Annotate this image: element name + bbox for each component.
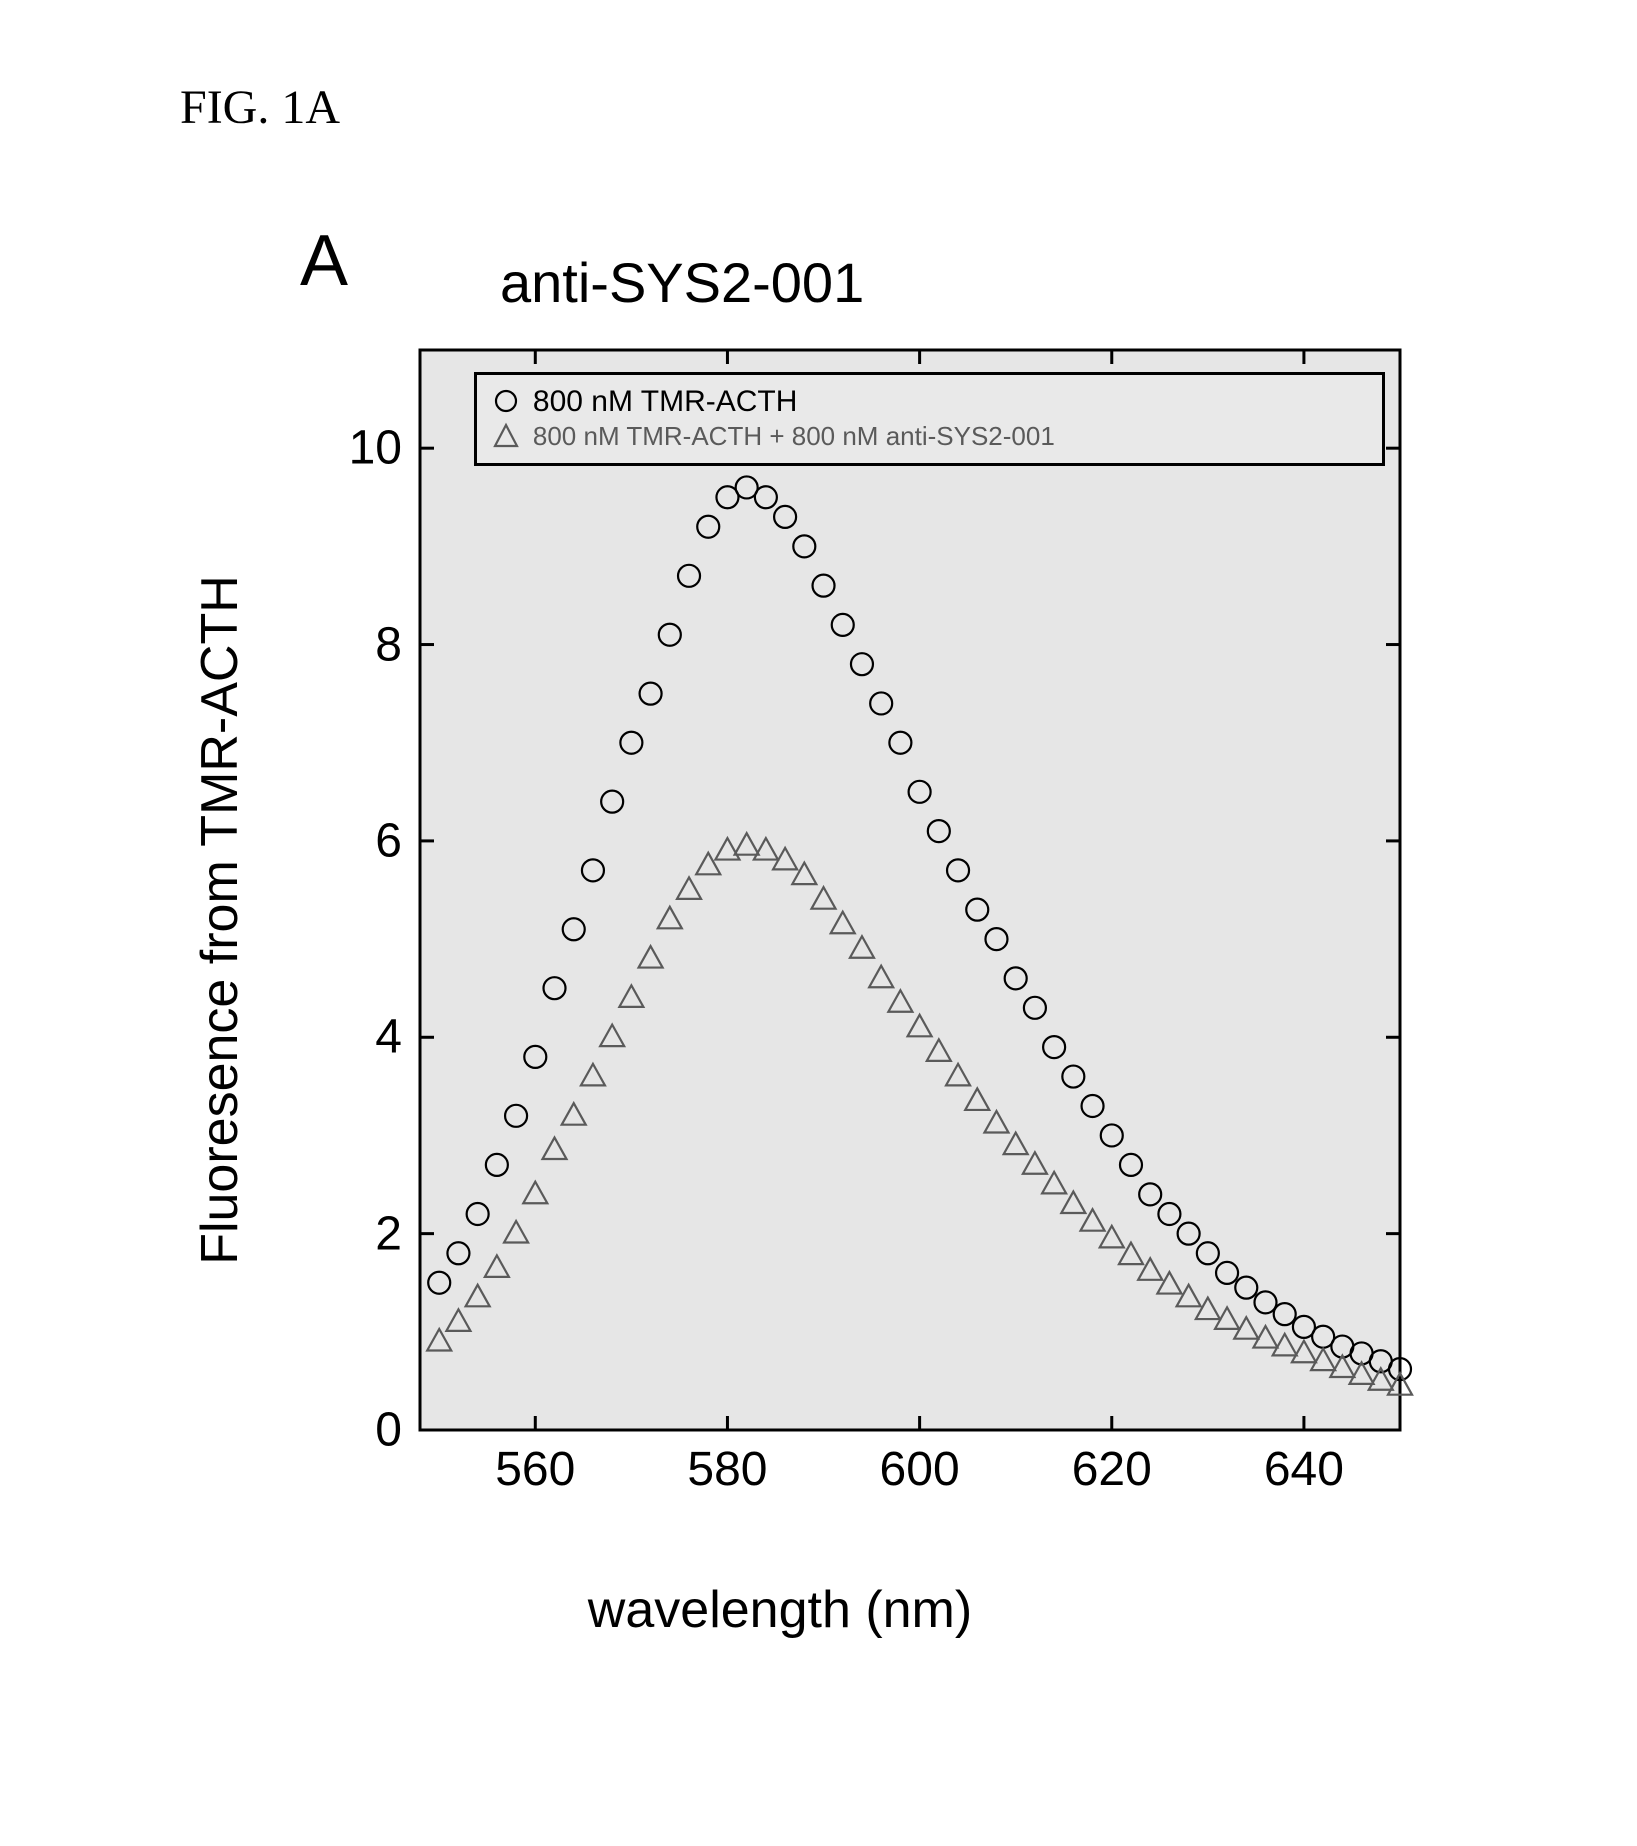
y-tick-label: 0 [375,1403,402,1458]
circle-icon [491,386,521,416]
panel-letter: A [300,220,348,302]
chart-svg [260,320,1460,1520]
y-tick-label: 6 [375,813,402,868]
x-tick-label: 640 [1264,1442,1344,1497]
y-tick-label: 10 [349,421,402,476]
y-tick-label: 4 [375,1010,402,1065]
triangle-icon [491,421,521,451]
x-tick-label: 560 [495,1442,575,1497]
y-tick-label: 8 [375,617,402,672]
chart-container [260,320,1460,1520]
y-axis-label: Fluoresence from TMR-ACTH [190,575,250,1265]
legend-label: 800 nM TMR-ACTH + 800 nM anti-SYS2-001 [533,420,1055,453]
x-tick-label: 580 [687,1442,767,1497]
y-tick-label: 2 [375,1206,402,1261]
legend-item: 800 nM TMR-ACTH + 800 nM anti-SYS2-001 [491,420,1368,453]
legend: 800 nM TMR-ACTH800 nM TMR-ACTH + 800 nM … [474,372,1385,466]
x-tick-label: 600 [880,1442,960,1497]
figure-label: FIG. 1A [180,80,340,135]
chart-title: anti-SYS2-001 [500,250,864,315]
legend-item: 800 nM TMR-ACTH [491,383,1368,421]
x-tick-label: 620 [1072,1442,1152,1497]
legend-label: 800 nM TMR-ACTH [533,383,798,421]
x-axis-label: wavelength (nm) [588,1580,972,1640]
